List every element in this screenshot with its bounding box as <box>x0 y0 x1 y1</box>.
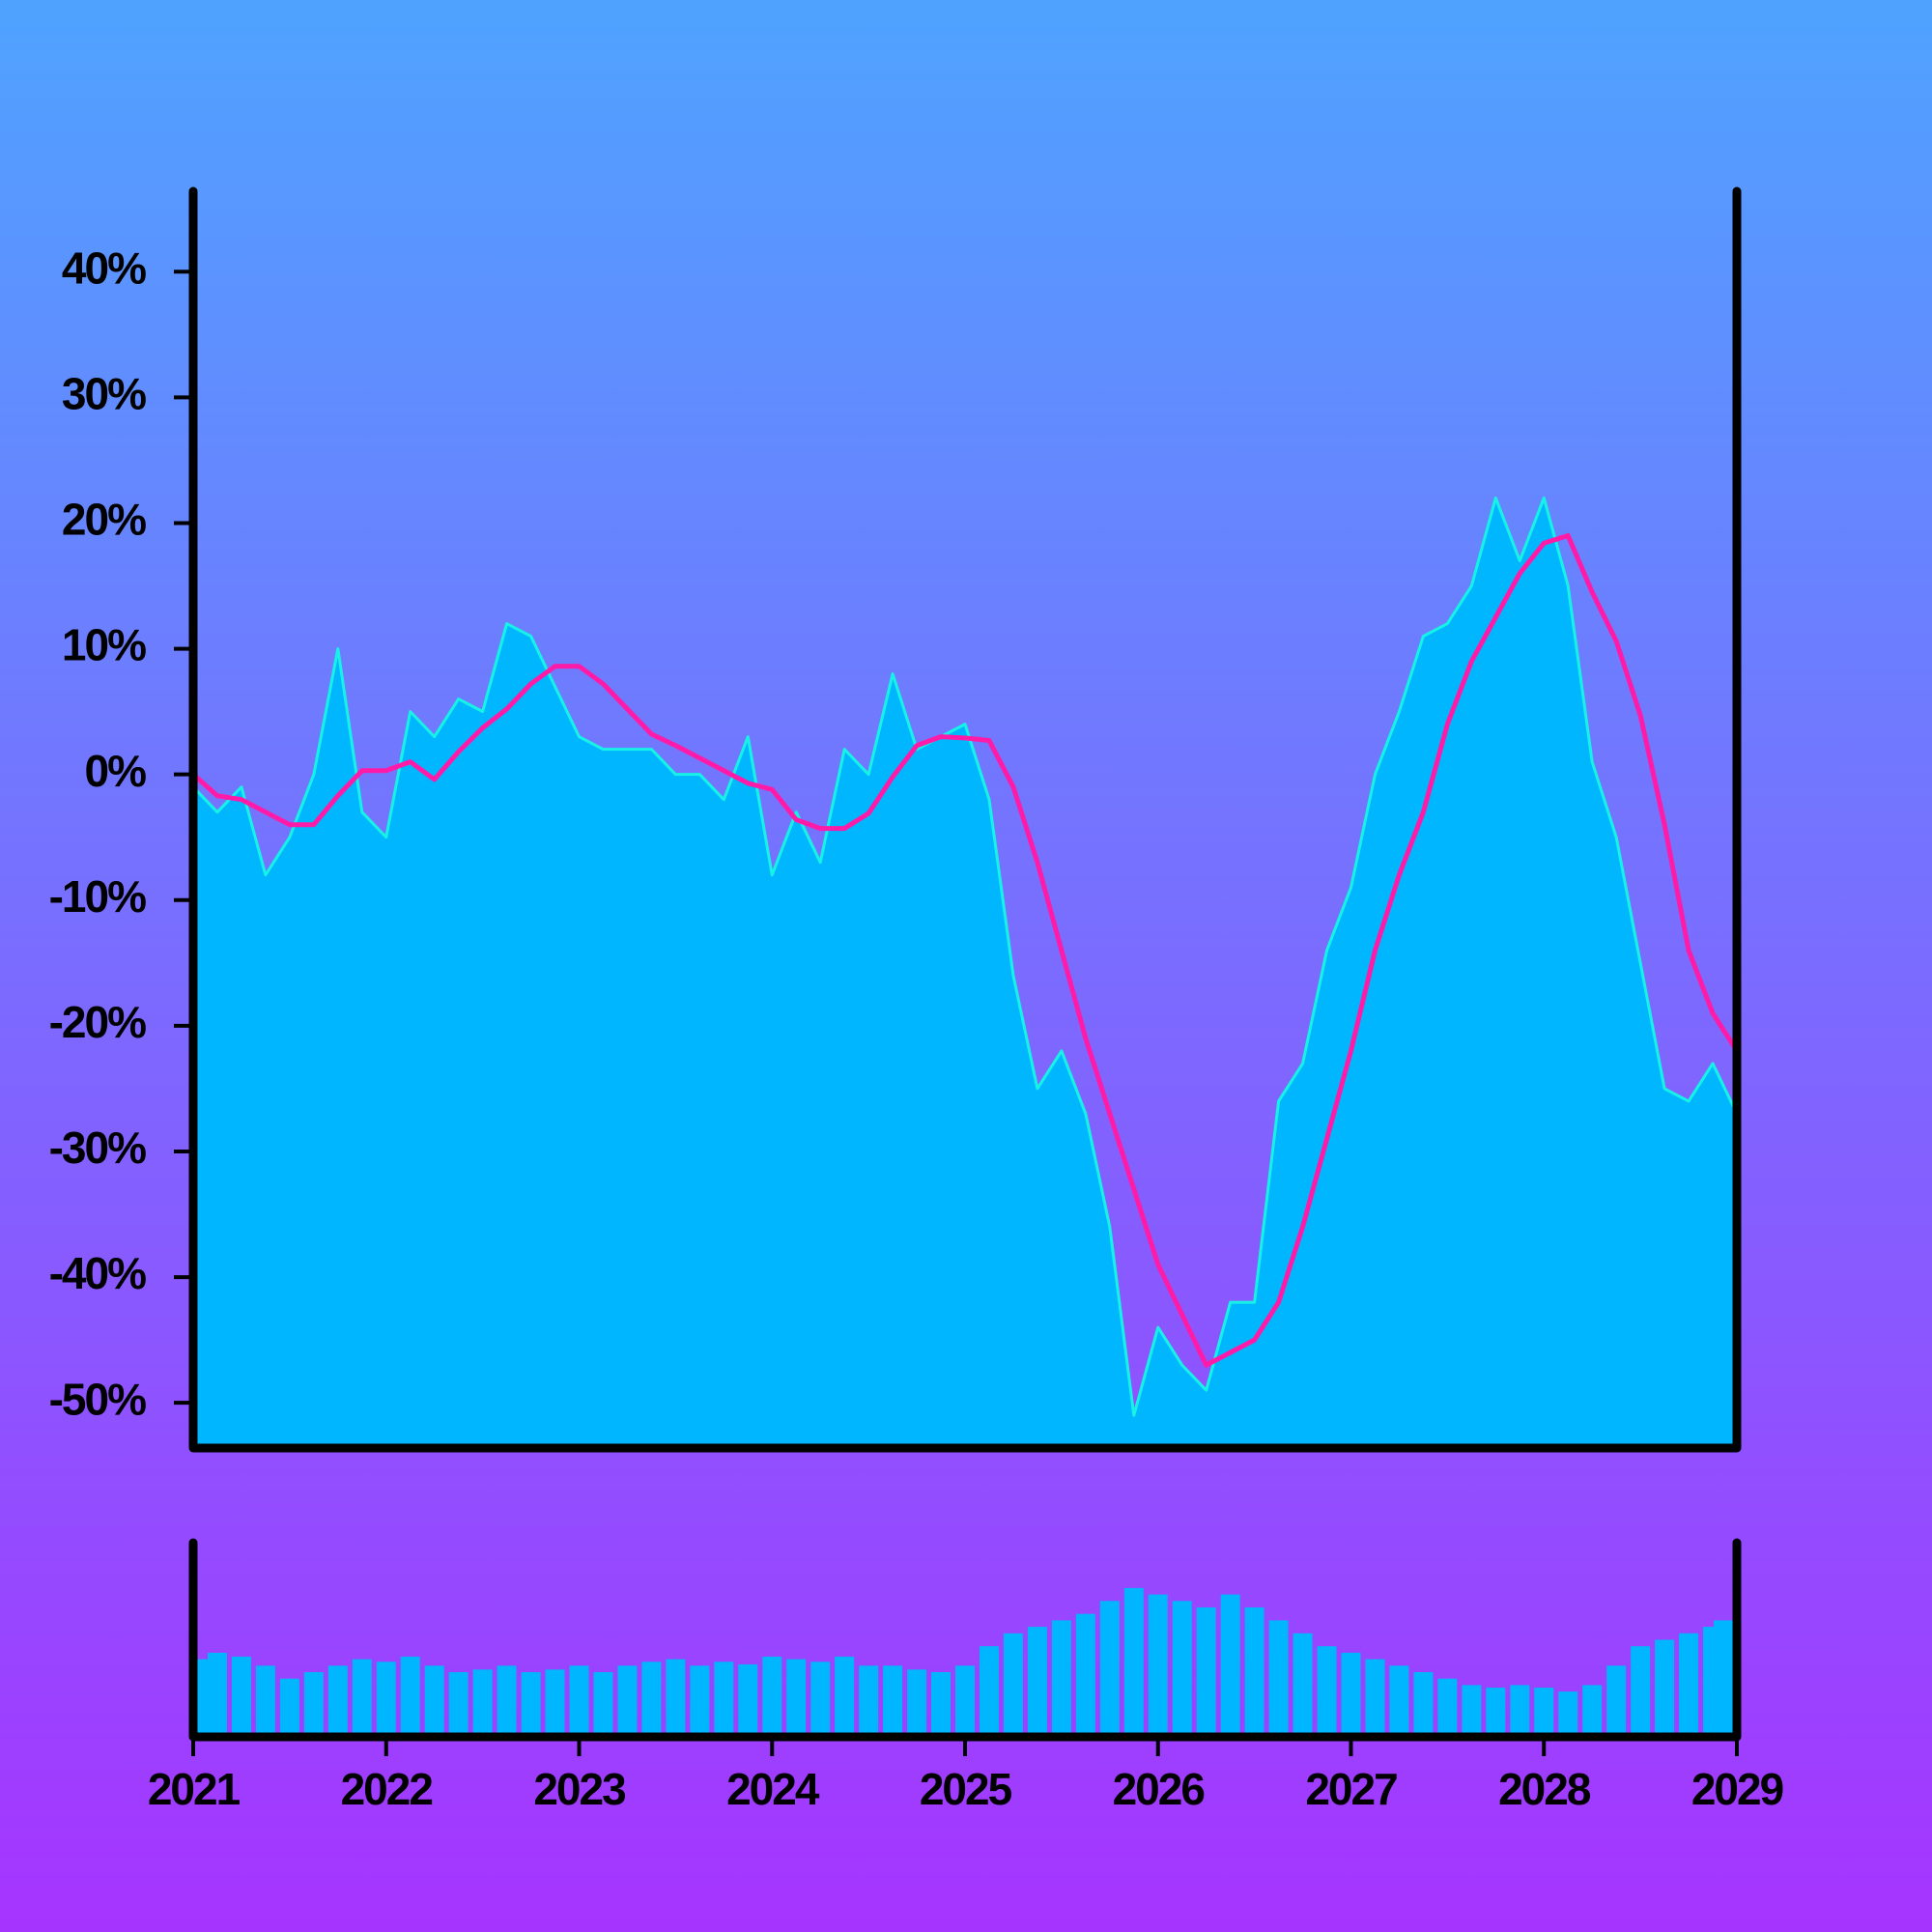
volume-bar <box>1123 1587 1144 1737</box>
volume-bar <box>641 1662 662 1737</box>
volume-bar <box>1606 1665 1627 1737</box>
volume-bar <box>424 1665 444 1737</box>
volume-bar <box>1341 1652 1361 1737</box>
volume-bar <box>738 1663 758 1737</box>
x-tick-label: 2024 <box>726 1764 820 1814</box>
volume-bar <box>593 1672 613 1737</box>
volume-bar <box>400 1656 420 1737</box>
volume-bar <box>714 1662 734 1737</box>
volume-bar <box>883 1665 903 1737</box>
volume-bar <box>1244 1607 1264 1737</box>
x-tick-label: 2025 <box>920 1764 1012 1814</box>
volume-bar <box>207 1652 227 1737</box>
volume-bar <box>1462 1685 1482 1737</box>
area-line <box>191 496 1739 1417</box>
volume-bar <box>1486 1688 1506 1737</box>
volume-bar <box>448 1672 469 1737</box>
volume-bar <box>979 1646 999 1737</box>
volume-bar <box>835 1656 855 1737</box>
y-tick-label: -10% <box>49 871 146 922</box>
volume-bar <box>303 1672 324 1737</box>
volume-bar <box>1365 1659 1385 1737</box>
volume-bar <box>1268 1620 1289 1737</box>
axis-frame <box>188 186 1742 1453</box>
volume-bar <box>907 1669 927 1737</box>
volume-bar <box>327 1665 348 1737</box>
volume-bar <box>617 1665 638 1737</box>
x-tick-label: 2023 <box>533 1764 625 1814</box>
volume-bar <box>352 1659 372 1737</box>
axis-frame <box>188 1538 1742 1742</box>
volume-bar <box>810 1662 831 1737</box>
volume-bar <box>1558 1691 1578 1737</box>
volume-bar <box>690 1665 710 1737</box>
volume-bar <box>1510 1685 1530 1737</box>
x-tick-label: 2022 <box>341 1764 433 1814</box>
y-tick-label: 40% <box>62 242 146 293</box>
volume-bar <box>279 1678 299 1737</box>
y-tick-label: 20% <box>62 495 146 545</box>
volume-bar <box>569 1665 589 1737</box>
volume-bar <box>231 1656 251 1737</box>
volume-bar <box>1679 1633 1699 1737</box>
volume-bar <box>666 1659 686 1737</box>
volume-bar <box>1437 1678 1458 1737</box>
volume-bar <box>545 1669 565 1737</box>
x-tick-label: 2028 <box>1498 1764 1591 1814</box>
volume-bar <box>762 1656 782 1737</box>
volume-bar <box>1051 1620 1071 1737</box>
volume-bar <box>1631 1646 1651 1737</box>
volume-bar <box>1655 1639 1675 1737</box>
y-tick-label: -30% <box>49 1122 146 1173</box>
volume-bar <box>1099 1601 1120 1737</box>
volume-bar <box>472 1669 493 1737</box>
volume-bar <box>255 1665 275 1737</box>
volume-bar <box>1027 1627 1047 1737</box>
volume-bar <box>859 1665 879 1737</box>
volume-bar <box>1003 1633 1023 1737</box>
y-tick-label: -20% <box>49 997 146 1047</box>
volume-bar <box>1172 1601 1192 1737</box>
volume-bar <box>786 1659 807 1737</box>
area <box>193 497 1737 1448</box>
y-tick-label: 30% <box>62 369 146 419</box>
y-tick-label: 0% <box>85 746 147 796</box>
volume-bar <box>955 1665 975 1737</box>
volume-bar <box>376 1662 396 1737</box>
volume-bar <box>1293 1633 1313 1737</box>
volume-bar <box>1196 1607 1216 1737</box>
x-tick-label: 2029 <box>1691 1764 1783 1814</box>
volume-bar <box>1413 1672 1434 1737</box>
x-tick-label: 2026 <box>1113 1764 1205 1814</box>
x-tick-label: 2021 <box>148 1764 241 1814</box>
volume-bar <box>1389 1665 1409 1737</box>
volume-bar <box>1714 1620 1733 1737</box>
volume-bar <box>497 1665 517 1737</box>
y-tick-label: -40% <box>49 1248 146 1298</box>
volume-bar <box>1582 1685 1603 1737</box>
volume-bar <box>931 1672 952 1737</box>
volume-bar <box>1534 1688 1554 1737</box>
volume-bar <box>1317 1646 1337 1737</box>
y-tick-label: -50% <box>49 1374 146 1424</box>
volume-bar <box>1148 1594 1168 1737</box>
x-tick-label: 2027 <box>1305 1764 1397 1814</box>
volume-bar <box>521 1672 541 1737</box>
y-tick-label: 10% <box>62 620 146 670</box>
volume-bar <box>1220 1594 1240 1737</box>
volume-bar <box>1075 1613 1095 1737</box>
line <box>191 532 1740 1368</box>
